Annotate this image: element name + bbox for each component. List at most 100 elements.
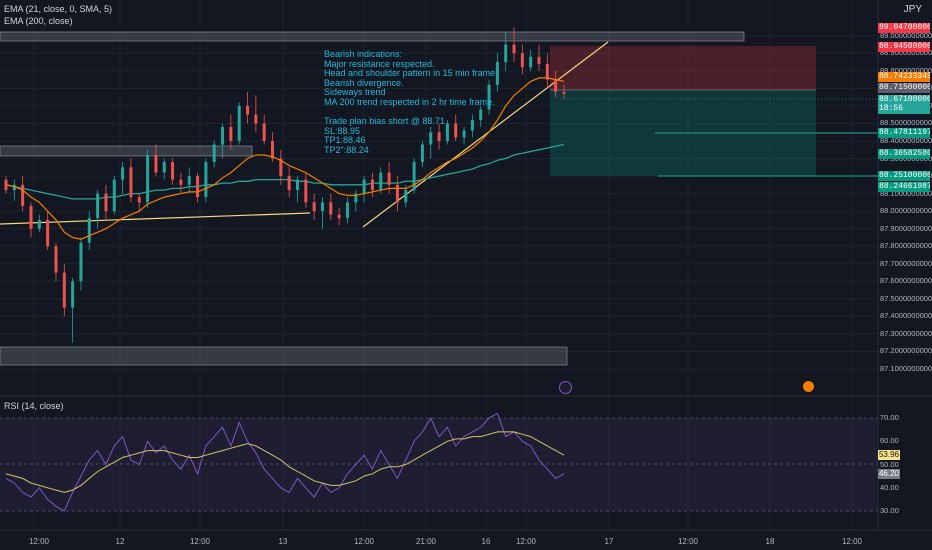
annotation-line: Head and shoulder pattern in 15 min fram…: [324, 68, 498, 79]
candle-body: [237, 105, 241, 141]
price-tick-label: 88.50000000000: [880, 118, 932, 128]
rsi-tick-label: 30.00: [880, 506, 899, 515]
candle-body: [71, 281, 75, 308]
candle-body: [479, 109, 483, 120]
price-tick-label: 87.10000000000: [880, 364, 932, 373]
currency-label[interactable]: JPY: [903, 4, 922, 15]
candle-body: [46, 219, 50, 247]
time-tick-label: 12:00: [189, 537, 211, 546]
time-tick-label: 17: [604, 537, 614, 546]
candle-body: [370, 179, 374, 191]
candle-body: [504, 44, 508, 63]
candle-body: [146, 155, 150, 203]
time-tick-label: 12:00: [28, 537, 50, 546]
rsi-ma-polyline: [5, 431, 565, 493]
candle-body: [162, 162, 166, 173]
time-tick-label: 12: [115, 537, 125, 546]
candles: [4, 27, 566, 343]
candle-body: [512, 44, 516, 54]
ascending-trendline[interactable]: [362, 41, 609, 228]
candle-body: [87, 218, 91, 243]
rsi-legend[interactable]: RSI (14, close): [4, 401, 64, 411]
rsi-tick-label: 50.00: [880, 459, 899, 469]
price-tag: 88.74233349209: [878, 72, 930, 82]
price-tag: 88.94500000000: [878, 42, 930, 52]
price-tag: 89.04700000000: [878, 23, 930, 33]
candle-body: [154, 155, 158, 173]
price-tick-label: 87.90000000000: [880, 223, 932, 233]
ema21-legend[interactable]: EMA (21, close, 0, SMA, 5): [4, 4, 113, 14]
candle-body: [412, 162, 416, 191]
candle-body: [137, 197, 141, 203]
price-tick-label: 87.30000000000: [880, 328, 932, 338]
neckline-trendline[interactable]: [0, 212, 311, 225]
rsi-lines: [5, 412, 565, 512]
candle-body: [304, 179, 308, 203]
candle-body: [445, 123, 449, 141]
candle-body: [179, 179, 183, 185]
chart-grid: [0, 0, 878, 530]
time-tick-label: 12:00: [841, 537, 863, 546]
price-tag: 88.67100000000: [878, 95, 930, 105]
candle-body: [121, 167, 125, 180]
candle-body: [554, 79, 558, 92]
resistance-zone-mid[interactable]: [0, 145, 253, 157]
candle-body: [487, 84, 491, 110]
price-tag: 88.71500000000: [878, 83, 930, 93]
candle-body: [21, 184, 25, 206]
lightning-event-icon[interactable]: [559, 381, 572, 394]
ema21-polyline: [5, 77, 565, 240]
price-tag: 18:56: [878, 104, 930, 114]
annotation-line: TP2":88.24: [324, 144, 369, 155]
candle-body: [537, 56, 541, 64]
candle-body: [221, 126, 225, 145]
price-tick-label: 89.00000000000: [880, 30, 932, 40]
candle-body: [62, 272, 66, 308]
candle-body: [562, 91, 566, 94]
resistance-zone-top[interactable]: [0, 31, 745, 42]
candle-body: [437, 132, 441, 141]
price-tick-label: 87.60000000000: [880, 276, 932, 286]
annotation-line: Sideways trend: [324, 87, 386, 98]
ema200-legend[interactable]: EMA (200, close): [4, 16, 73, 26]
candle-body: [229, 126, 233, 141]
price-tick-label: 87.50000000000: [880, 293, 932, 303]
support-zone-bottom[interactable]: [0, 346, 568, 366]
price-tag: 88.24661987726: [878, 182, 930, 192]
price-tag: 88.47811197524: [878, 128, 930, 138]
candle-body: [96, 193, 100, 219]
price-tag: 88.25100000000: [878, 171, 930, 181]
price-tick-label: 87.70000000000: [880, 258, 932, 268]
candle-body: [529, 56, 533, 68]
price-tick-label: 88.00000000000: [880, 206, 932, 216]
candle-body: [337, 214, 341, 219]
candle-body: [520, 53, 524, 68]
candle-body: [462, 130, 466, 138]
candle-body: [420, 144, 424, 163]
candle-body: [387, 172, 391, 185]
candle-body: [171, 162, 175, 180]
rsi-tick-label: 40.00: [880, 482, 899, 492]
annotation-line: SL:88.95: [324, 125, 361, 136]
annotation-line: Bearish divergence.: [324, 77, 404, 88]
dividend-event-icon[interactable]: [803, 381, 814, 392]
annotation-line: Major resistance respected.: [324, 58, 435, 69]
rsi-ma-value-tag: 53.96: [878, 450, 900, 460]
annotation-line: Trade plan bias short @ 88.71: [324, 116, 445, 127]
trade-idea-annotation[interactable]: Bearish indications: Major resistance res…: [324, 49, 498, 156]
candle-body: [287, 176, 291, 191]
candle-body: [112, 179, 116, 212]
annotation-line: Bearish indications:: [324, 49, 403, 59]
candle-body: [470, 119, 474, 131]
candle-body: [29, 205, 33, 229]
rsi-band: [0, 418, 878, 511]
candle-body: [429, 132, 433, 145]
annotation-line: MA 200 trend respected in 2 hr time fram…: [324, 96, 495, 107]
stop-loss-zone[interactable]: [550, 46, 816, 90]
candle-body: [495, 62, 499, 85]
price-tick-label: 88.90000000000: [880, 48, 932, 58]
candle-body: [279, 158, 283, 177]
price-tick-label: 87.80000000000: [880, 241, 932, 251]
candle-body: [295, 179, 299, 191]
